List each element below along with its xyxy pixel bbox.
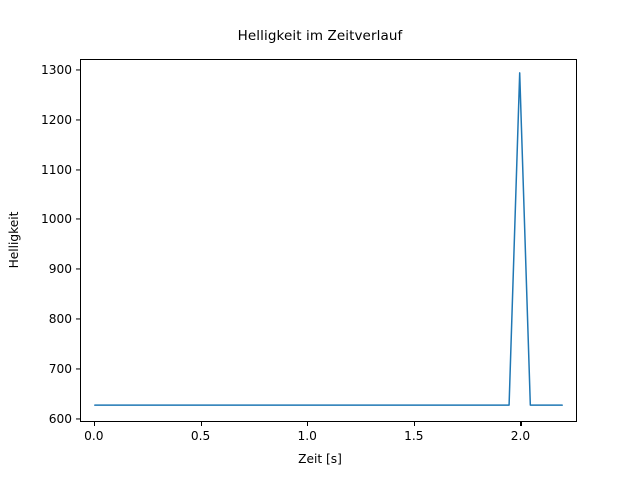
y-tick-label: 1200	[40, 112, 72, 127]
x-axis-label: Zeit [s]	[298, 452, 342, 466]
x-tick-mark	[520, 422, 522, 426]
series-line-helligkeit	[95, 73, 562, 405]
x-tick-mark	[93, 422, 95, 426]
x-tick-label: 1.5	[404, 429, 424, 443]
x-tick-label: 0.0	[84, 429, 104, 443]
y-tick-label: 1300	[40, 62, 72, 77]
x-tick-label: 1.0	[297, 429, 317, 443]
x-tick-label: 0.5	[190, 429, 211, 443]
y-tick-label: 1100	[40, 162, 72, 177]
x-tick-mark	[413, 422, 415, 426]
y-tick-label: 600	[48, 411, 72, 426]
x-tick-mark	[307, 422, 309, 426]
y-tick-label: 900	[48, 262, 72, 277]
x-tick-mark	[200, 422, 202, 426]
plot-area	[80, 59, 577, 422]
chart-title: Helligkeit im Zeitverlauf	[237, 28, 403, 44]
y-tick-label: 800	[48, 311, 72, 326]
x-tick-label: 2.0	[510, 429, 531, 443]
y-tick-label: 1000	[40, 212, 72, 227]
y-axis-label: Helligkeit	[7, 211, 21, 269]
data-line-svg	[81, 60, 576, 421]
y-tick-label: 700	[48, 361, 72, 376]
